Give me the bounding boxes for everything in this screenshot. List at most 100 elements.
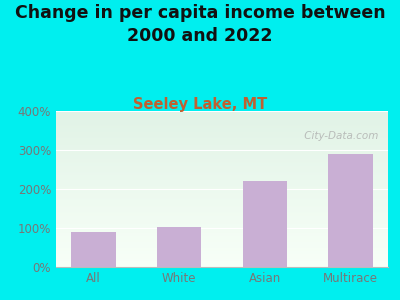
Bar <box>56 130 388 131</box>
Bar <box>56 221 388 222</box>
Bar <box>56 207 388 208</box>
Bar <box>56 188 388 189</box>
Bar <box>56 201 388 202</box>
Bar <box>56 228 388 229</box>
Bar <box>56 249 388 250</box>
Bar <box>56 147 388 148</box>
Bar <box>56 215 388 216</box>
Bar <box>56 145 388 146</box>
Bar <box>56 192 388 193</box>
Bar <box>56 241 388 242</box>
Bar <box>56 158 388 159</box>
Text: City-Data.com: City-Data.com <box>301 131 378 141</box>
Bar <box>56 162 388 163</box>
Bar <box>56 125 388 126</box>
Bar <box>56 230 388 231</box>
Bar <box>56 129 388 130</box>
Bar <box>56 121 388 122</box>
Bar <box>56 160 388 161</box>
Bar <box>56 245 388 246</box>
Bar <box>56 246 388 247</box>
Bar <box>56 219 388 220</box>
Bar <box>56 237 388 238</box>
Bar <box>56 247 388 248</box>
Bar <box>56 111 388 112</box>
Bar <box>56 120 388 121</box>
Bar <box>56 218 388 219</box>
Bar <box>56 182 388 183</box>
Bar <box>56 244 388 245</box>
Bar <box>56 137 388 138</box>
Bar <box>56 254 388 255</box>
Bar <box>56 112 388 113</box>
Bar <box>56 136 388 137</box>
Bar <box>56 150 388 151</box>
Bar <box>56 202 388 203</box>
Bar <box>56 155 388 156</box>
Bar <box>56 233 388 234</box>
Bar <box>56 184 388 185</box>
Bar <box>56 263 388 264</box>
Bar <box>56 236 388 237</box>
Bar <box>56 260 388 261</box>
Bar <box>56 164 388 165</box>
Bar <box>56 208 388 209</box>
Bar <box>56 134 388 135</box>
Bar <box>56 257 388 258</box>
Bar <box>56 172 388 173</box>
Bar <box>56 149 388 150</box>
Bar <box>56 189 388 190</box>
Bar <box>56 185 388 186</box>
Bar <box>56 124 388 125</box>
Bar <box>56 141 388 142</box>
Bar <box>56 266 388 267</box>
Text: Seeley Lake, MT: Seeley Lake, MT <box>133 98 267 112</box>
Bar <box>56 157 388 158</box>
Bar <box>56 144 388 145</box>
Bar <box>56 232 388 233</box>
Bar <box>56 174 388 175</box>
Bar <box>56 262 388 263</box>
Bar <box>56 135 388 136</box>
Bar <box>56 224 388 225</box>
Bar <box>56 169 388 170</box>
Bar <box>56 209 388 210</box>
Bar <box>56 170 388 171</box>
Bar <box>56 205 388 206</box>
Bar <box>56 165 388 166</box>
Bar <box>56 179 388 180</box>
Bar <box>56 252 388 253</box>
Bar <box>56 119 388 120</box>
Bar <box>56 203 388 204</box>
Bar <box>56 235 388 236</box>
Bar <box>56 116 388 117</box>
Bar <box>56 220 388 221</box>
Bar <box>56 166 388 167</box>
Bar <box>56 167 388 168</box>
Bar <box>56 194 388 195</box>
Bar <box>56 132 388 133</box>
Bar <box>56 177 388 178</box>
Bar <box>56 138 388 139</box>
Bar <box>56 210 388 211</box>
Bar <box>56 140 388 141</box>
Bar <box>56 264 388 265</box>
Bar <box>56 222 388 223</box>
Bar <box>56 154 388 155</box>
Bar <box>56 126 388 127</box>
Bar <box>56 148 388 149</box>
Bar <box>157 227 202 267</box>
Bar <box>56 239 388 240</box>
Bar <box>56 217 388 218</box>
Bar <box>56 178 388 179</box>
Bar <box>56 212 388 213</box>
Bar <box>56 118 388 119</box>
Bar <box>56 258 388 259</box>
Bar <box>56 229 388 230</box>
Bar <box>56 127 388 128</box>
Bar <box>56 171 388 172</box>
Bar <box>56 169 388 170</box>
Bar <box>56 226 388 227</box>
Bar <box>56 142 388 143</box>
Bar <box>56 131 388 132</box>
